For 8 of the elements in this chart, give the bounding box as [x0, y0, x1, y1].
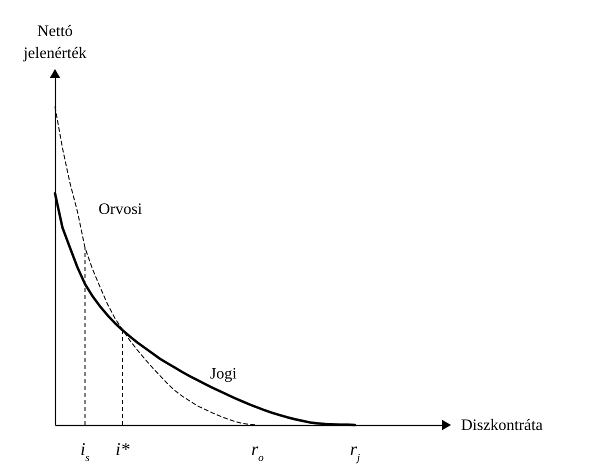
x-tick-label: r$_{j}$ — [350, 439, 360, 464]
series-label: Orvosi — [98, 200, 143, 218]
x-tick-label: r$_{o}$ — [251, 439, 264, 464]
x-axis-title: Diszkontráta — [461, 417, 543, 434]
y-axis-title: Nettó jelenérték — [22, 23, 87, 62]
x-tick-label: i$_{s}$ — [80, 439, 90, 464]
series-label: Jogi — [210, 365, 238, 382]
x-tick-label: i* — [115, 439, 130, 459]
